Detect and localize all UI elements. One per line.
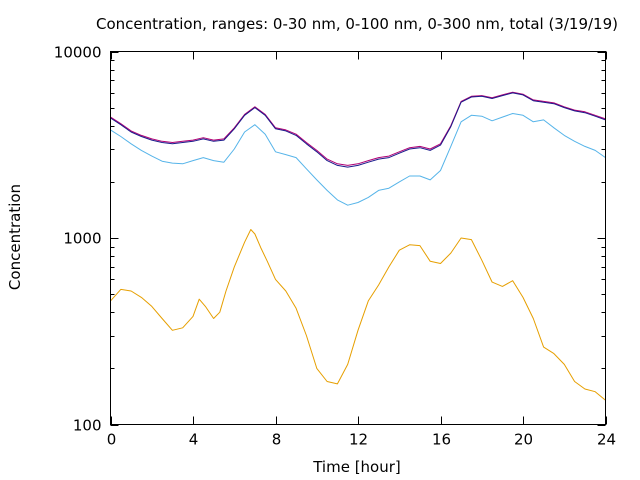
y-axis-label: Concentration <box>6 184 24 290</box>
series-lines <box>110 91 606 401</box>
y-tick-label: 10000 <box>54 44 102 62</box>
x-tick-label: 8 <box>272 431 282 449</box>
chart-title: Concentration, ranges: 0-30 nm, 0-100 nm… <box>96 15 618 33</box>
series-line-2 <box>110 113 606 206</box>
x-tick-label: 12 <box>349 431 368 449</box>
y-tick-label: 1000 <box>63 230 101 248</box>
x-tick-label: 24 <box>597 431 616 449</box>
axis-ticks: 0 4 8 12 16 20 24 100 1000 10000 <box>54 44 616 449</box>
plot-frame <box>110 51 606 425</box>
series-line-1 <box>110 229 606 401</box>
x-tick-label: 0 <box>107 431 117 449</box>
series-line-3 <box>110 91 606 166</box>
series-line-4 <box>110 92 606 168</box>
x-axis-label: Time [hour] <box>312 458 401 476</box>
x-tick-label: 4 <box>189 431 199 449</box>
y-tick-label: 100 <box>73 417 102 435</box>
x-tick-label: 16 <box>432 431 451 449</box>
x-tick-label: 20 <box>514 431 533 449</box>
